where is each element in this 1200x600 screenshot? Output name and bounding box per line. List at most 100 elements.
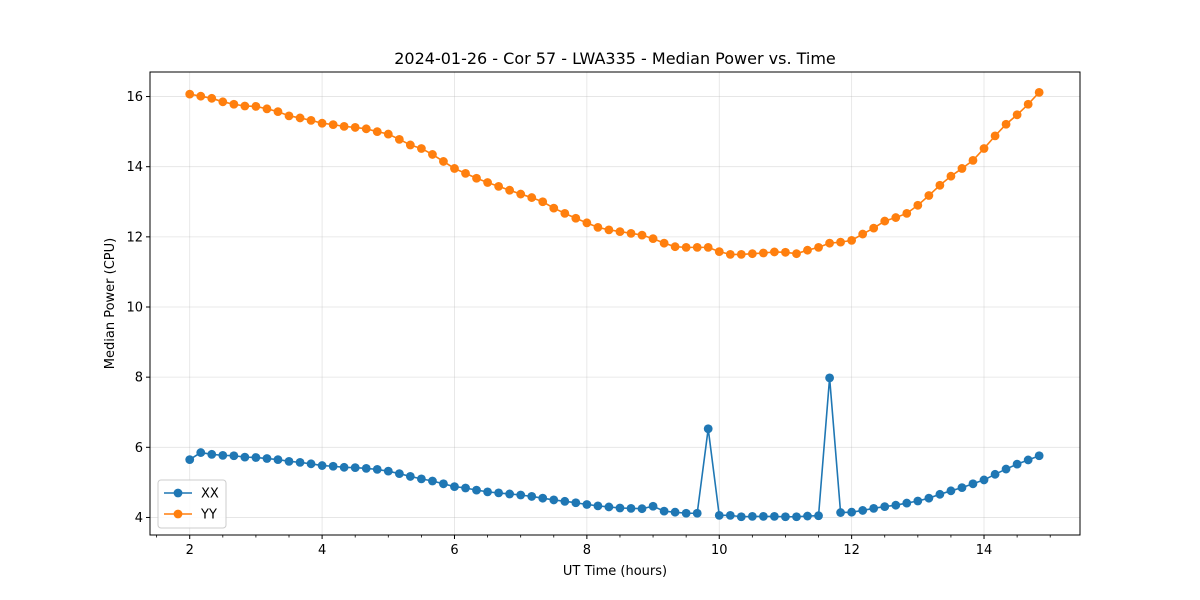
data-series: [185, 87, 1044, 522]
data-point-yy: [306, 116, 316, 125]
y-tick-label: 16: [126, 90, 143, 105]
data-point-xx: [913, 496, 923, 506]
data-point-yy: [637, 230, 647, 240]
x-tick-label: 4: [318, 543, 326, 558]
grid-lines: [150, 72, 1080, 535]
plot-frame: [149, 71, 1081, 536]
data-point-yy: [372, 127, 382, 137]
data-point-yy: [714, 247, 724, 256]
data-point-xx: [968, 479, 978, 489]
data-point-xx: [1012, 459, 1022, 469]
data-point-xx: [538, 493, 548, 503]
data-point-xx: [670, 507, 680, 517]
data-point-xx: [814, 511, 823, 521]
data-point-yy: [814, 242, 823, 252]
data-point-yy: [196, 91, 206, 101]
data-point-yy: [946, 171, 956, 181]
data-point-xx: [803, 511, 812, 521]
data-point-yy: [317, 118, 327, 128]
data-point-xx: [946, 486, 956, 496]
data-point-xx: [582, 500, 592, 509]
chart-title: 2024-01-26 - Cor 57 - LWA335 - Median Po…: [394, 49, 836, 68]
x-tick-label: 2: [186, 543, 194, 558]
data-point-yy: [990, 131, 1000, 141]
data-point-yy: [769, 247, 779, 257]
data-point-xx: [747, 512, 757, 521]
data-point-xx: [306, 459, 316, 469]
data-point-xx: [262, 454, 272, 463]
data-point-yy: [328, 120, 338, 130]
data-point-xx: [461, 483, 470, 493]
data-point-xx: [350, 463, 360, 473]
data-point-xx: [792, 512, 801, 522]
data-point-yy: [659, 238, 669, 248]
data-point-xx: [416, 474, 426, 484]
data-point-yy: [405, 140, 415, 150]
data-point-yy: [593, 222, 603, 232]
data-point-yy: [858, 229, 868, 239]
data-point-xx: [626, 503, 636, 513]
data-point-yy: [604, 225, 614, 235]
data-point-xx: [273, 455, 283, 464]
data-point-yy: [273, 107, 283, 117]
data-point-xx: [317, 461, 327, 470]
data-point-xx: [681, 508, 691, 518]
data-point-xx: [869, 503, 879, 513]
data-point-xx: [847, 507, 857, 517]
data-point-xx: [781, 512, 790, 522]
data-point-yy: [792, 249, 801, 259]
data-point-xx: [472, 485, 481, 495]
data-point-yy: [836, 237, 845, 247]
data-point-yy: [339, 121, 349, 131]
data-point-xx: [527, 492, 537, 501]
data-point-yy: [891, 213, 901, 222]
data-point-yy: [461, 168, 470, 178]
x-tick-label: 8: [583, 543, 591, 558]
data-point-yy: [350, 123, 360, 132]
data-point-yy: [494, 181, 504, 191]
data-point-xx: [251, 453, 261, 462]
data-point-xx: [405, 472, 415, 481]
data-point-yy: [582, 218, 592, 228]
data-point-xx: [549, 495, 559, 505]
data-point-xx: [935, 489, 945, 499]
data-point-yy: [615, 227, 625, 236]
data-point-yy: [450, 164, 459, 173]
data-point-yy: [538, 197, 548, 207]
data-point-yy: [759, 248, 768, 258]
data-point-yy: [516, 189, 526, 199]
data-point-yy: [825, 238, 834, 248]
data-point-xx: [207, 449, 217, 459]
data-point-yy: [902, 208, 912, 218]
legend: XX YY: [157, 479, 227, 529]
data-point-yy: [284, 111, 294, 121]
data-point-xx: [637, 504, 647, 514]
data-point-yy: [229, 99, 239, 109]
data-point-xx: [902, 498, 912, 508]
data-point-yy: [626, 228, 636, 238]
data-point-xx: [1034, 451, 1044, 461]
data-point-xx: [339, 462, 349, 472]
data-point-yy: [240, 101, 250, 111]
legend-label-yy: YY: [200, 508, 217, 523]
data-point-xx: [880, 502, 890, 511]
data-point-xx: [439, 479, 448, 489]
data-point-xx: [295, 457, 305, 467]
data-point-yy: [968, 155, 978, 165]
x-tick-label: 14: [976, 543, 993, 558]
data-point-xx: [372, 465, 382, 474]
data-point-yy: [185, 89, 195, 99]
data-point-xx: [725, 510, 735, 520]
data-point-xx: [858, 506, 868, 515]
data-point-xx: [825, 373, 834, 383]
data-point-xx: [703, 424, 713, 434]
data-point-xx: [505, 489, 515, 499]
data-point-yy: [361, 124, 371, 134]
data-point-yy: [218, 97, 228, 107]
data-point-xx: [1001, 464, 1011, 474]
data-point-xx: [924, 493, 934, 503]
y-tick-label: 12: [126, 230, 143, 245]
data-point-yy: [736, 249, 746, 259]
data-point-yy: [703, 242, 713, 252]
